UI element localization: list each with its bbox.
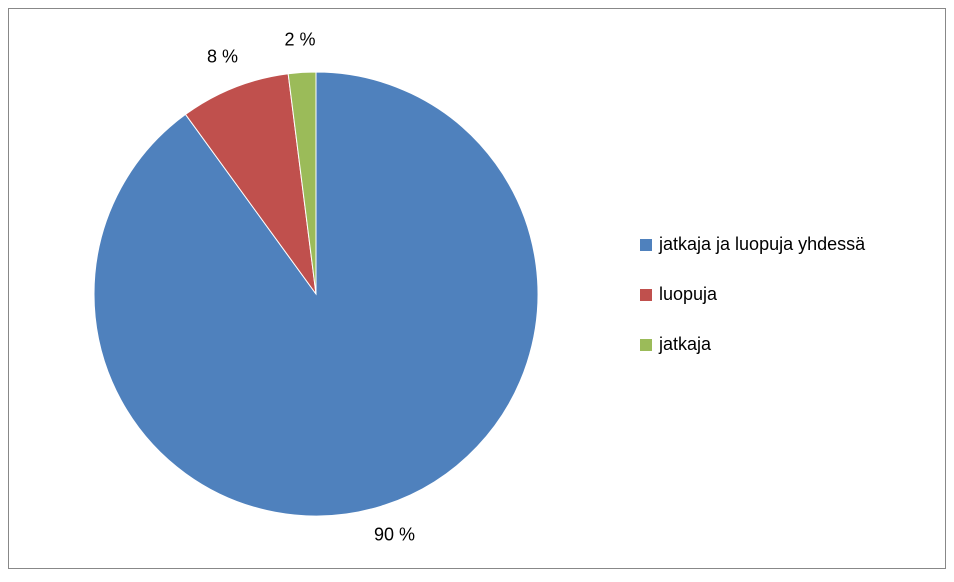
data-label: 2 %	[285, 29, 316, 49]
pie-slice	[287, 71, 317, 295]
legend-swatch	[640, 239, 652, 251]
data-label: 8 %	[207, 47, 238, 67]
legend-label: jatkaja ja luopuja yhdessä	[658, 234, 866, 254]
data-label: 90 %	[374, 524, 415, 544]
legend-label: luopuja	[659, 284, 718, 304]
legend-swatch	[640, 289, 652, 301]
legend-label: jatkaja	[658, 334, 712, 354]
pie-slice	[184, 73, 317, 295]
legend-swatch	[640, 339, 652, 351]
